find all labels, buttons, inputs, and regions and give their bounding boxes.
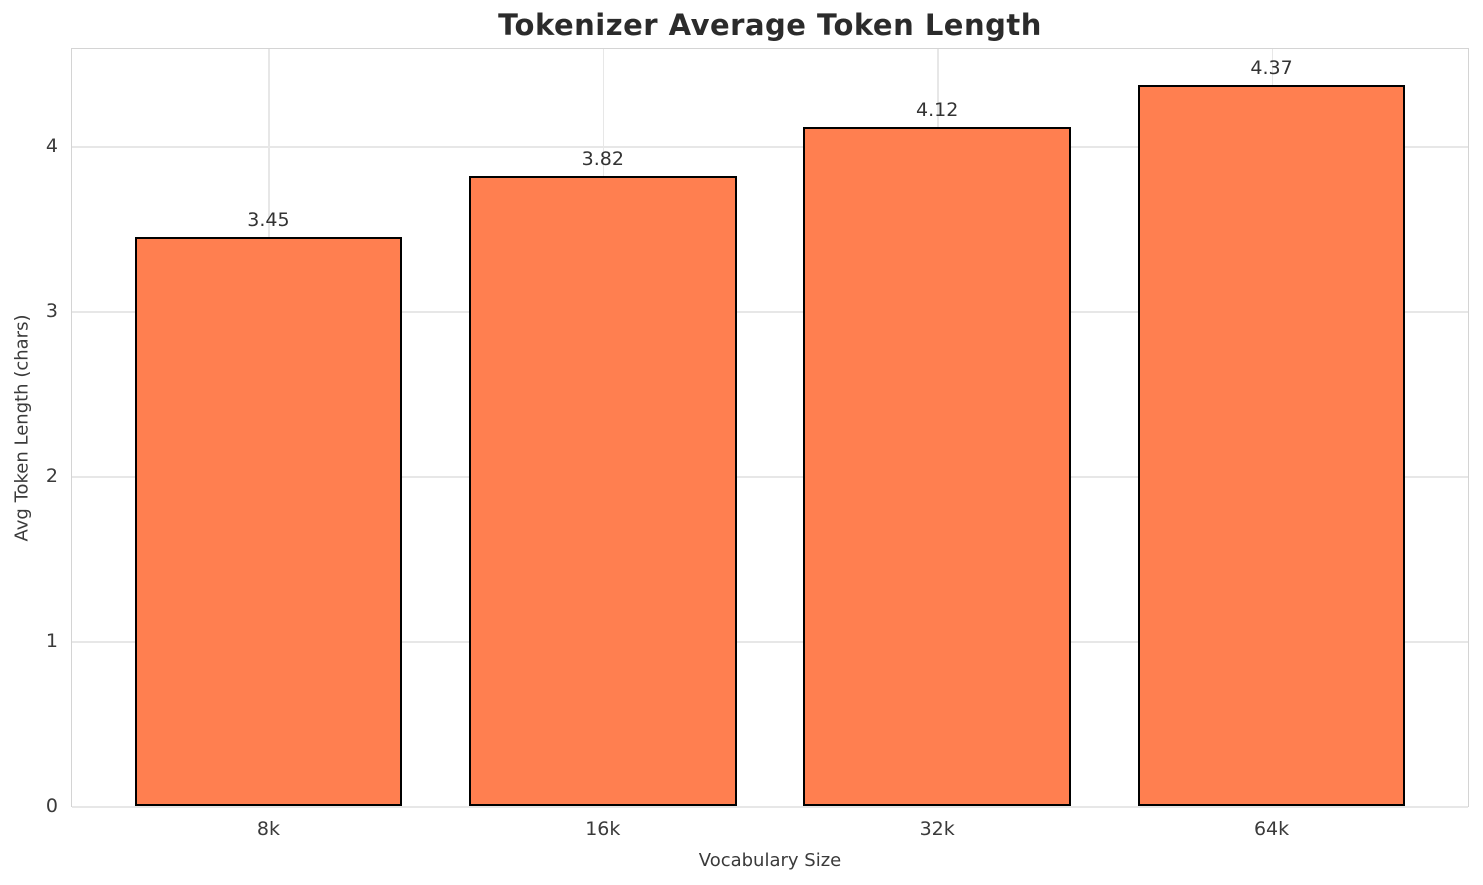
gridline-horizontal bbox=[72, 806, 1468, 808]
bar-16k bbox=[469, 176, 737, 806]
bar-8k bbox=[134, 237, 403, 806]
bar-value-label: 3.82 bbox=[581, 148, 624, 170]
gridline-horizontal bbox=[72, 146, 1468, 148]
bar-value-label: 3.45 bbox=[247, 209, 290, 232]
gridline-horizontal bbox=[72, 311, 1468, 313]
y-axis-tick-label: 3 bbox=[45, 300, 58, 323]
x-axis-label: Vocabulary Size bbox=[698, 850, 842, 871]
y-axis-label: Avg Token Length (chars) bbox=[11, 314, 33, 541]
x-axis-tick-label: 64k bbox=[1253, 818, 1290, 840]
chart-title: Tokenizer Average Token Length bbox=[498, 8, 1042, 42]
x-axis-tick-label: 8k bbox=[256, 818, 280, 840]
bar-32k bbox=[803, 126, 1071, 806]
gridline-horizontal bbox=[72, 641, 1468, 643]
bar-64k bbox=[1137, 85, 1406, 806]
bar-value-label: 4.37 bbox=[1250, 57, 1293, 80]
plot-area: Avg Token Length (chars) Vocabulary Size… bbox=[12, 48, 1469, 871]
y-axis-tick-label: 2 bbox=[45, 465, 58, 488]
y-axis-tick-label: 0 bbox=[45, 795, 58, 817]
x-axis-tick-label: 16k bbox=[585, 818, 621, 840]
bar-value-label: 4.12 bbox=[916, 98, 959, 121]
gridline-horizontal bbox=[72, 476, 1468, 478]
y-axis-tick-label: 4 bbox=[45, 135, 58, 158]
y-axis-tick-label: 1 bbox=[45, 630, 58, 653]
x-axis-tick-label: 32k bbox=[919, 818, 955, 840]
